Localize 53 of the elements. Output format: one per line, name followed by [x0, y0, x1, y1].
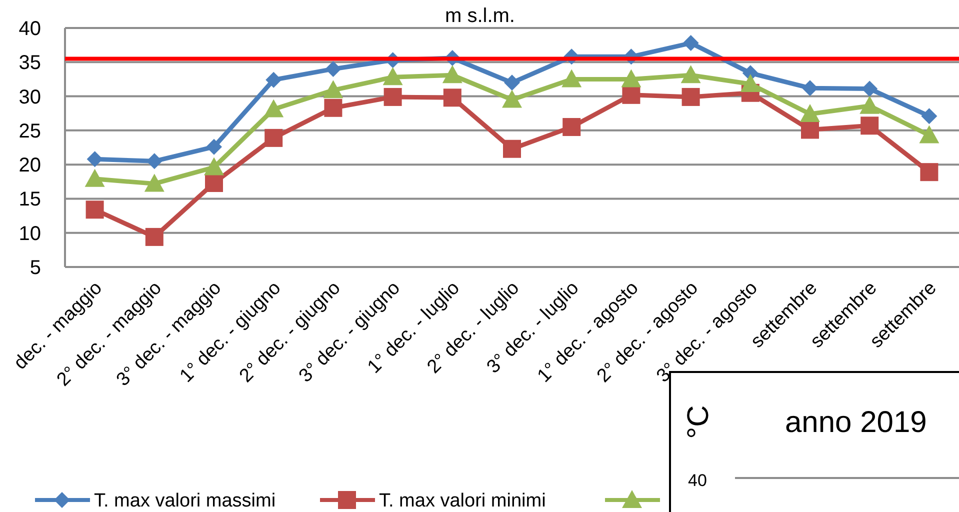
point: [862, 80, 878, 97]
point: [145, 228, 164, 246]
point: [920, 163, 938, 182]
point: [562, 118, 581, 136]
legend-label: T. max valori massimi: [94, 490, 276, 512]
point: [384, 88, 402, 106]
y-tick-label: 40: [18, 18, 41, 40]
point: [504, 74, 520, 91]
legend-label: T. max valori minimi: [379, 490, 546, 512]
point: [324, 98, 342, 117]
point: [205, 174, 223, 192]
point: [801, 120, 819, 139]
y-tick-label: 10: [18, 222, 41, 245]
point: [382, 67, 403, 86]
point: [206, 138, 222, 155]
point: [84, 168, 105, 187]
point: [802, 80, 818, 96]
y-tick-label: 30: [18, 86, 41, 108]
text: 40: [688, 471, 707, 490]
point: [144, 174, 164, 192]
point: [562, 69, 582, 88]
y-tick-label: 15: [18, 188, 41, 211]
point: [264, 128, 283, 147]
y-tick-label: 20: [18, 154, 41, 177]
point: [443, 88, 462, 107]
point: [740, 74, 760, 92]
point: [146, 153, 162, 170]
point: [86, 151, 103, 168]
point: [325, 60, 342, 77]
point: [442, 65, 462, 84]
point: [204, 157, 224, 176]
text: anno 2019: [785, 406, 927, 439]
point: [682, 35, 699, 52]
point: [860, 116, 879, 135]
y-tick-label: 25: [18, 120, 41, 142]
point: [503, 140, 521, 158]
point: [682, 88, 700, 106]
point: [860, 96, 880, 114]
point: [323, 80, 344, 98]
y-tick-label: 35: [18, 52, 41, 74]
point: [919, 125, 940, 144]
y-tick-label: 5: [30, 257, 41, 279]
text: °C: [682, 405, 715, 439]
point: [502, 90, 522, 108]
point: [621, 69, 642, 88]
point: [921, 108, 938, 124]
point: [266, 72, 282, 88]
point: [622, 86, 640, 104]
chart-title: m s.l.m.: [445, 5, 515, 27]
point: [86, 200, 104, 219]
point: [264, 99, 284, 118]
point: [680, 65, 701, 84]
point: [800, 104, 820, 122]
